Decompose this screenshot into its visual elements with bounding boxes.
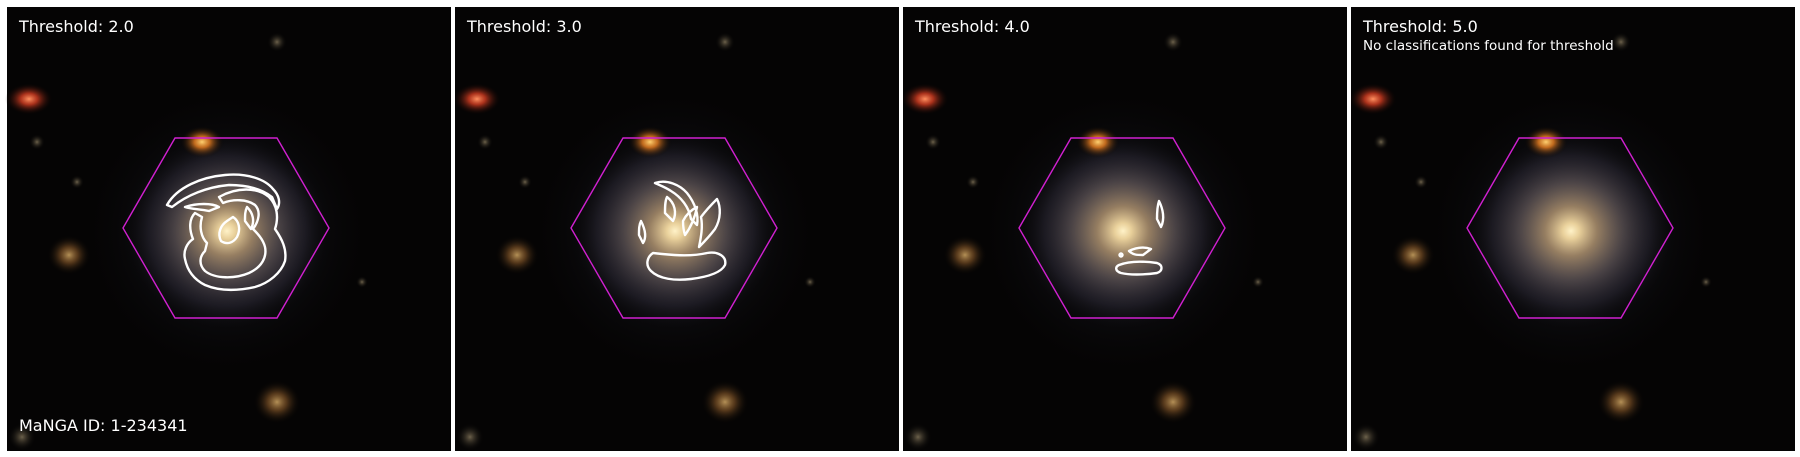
no-classifications-note: No classifications found for threshold: [1363, 38, 1614, 54]
panel-separator: [451, 7, 455, 451]
galaxy-image: [1349, 7, 1795, 451]
panel-2: Threshold: 3.0: [453, 7, 899, 451]
manga-id-label: MaNGA ID: 1-234341: [19, 416, 188, 435]
galaxy-image: [453, 7, 899, 451]
panel-separator: [899, 7, 903, 451]
panel-4-title: Threshold: 5.0: [1362, 17, 1478, 36]
panel-2-title: Threshold: 3.0: [466, 17, 582, 36]
threshold-contour: [165, 173, 287, 291]
panel-3: Threshold: 4.0: [901, 7, 1347, 451]
panel-3-title: Threshold: 4.0: [914, 17, 1030, 36]
galaxy-image: [5, 7, 451, 451]
panel-separator: [1347, 7, 1351, 451]
galaxy-image: [901, 7, 1347, 451]
panel-1-title: Threshold: 2.0: [18, 17, 134, 36]
threshold-contour: [1115, 199, 1165, 276]
panel-4: Threshold: 5.0 No classifications found …: [1349, 7, 1795, 451]
threshold-contour: [637, 180, 727, 281]
panel-1: Threshold: 2.0 MaNGA ID: 1-234341: [5, 7, 451, 451]
